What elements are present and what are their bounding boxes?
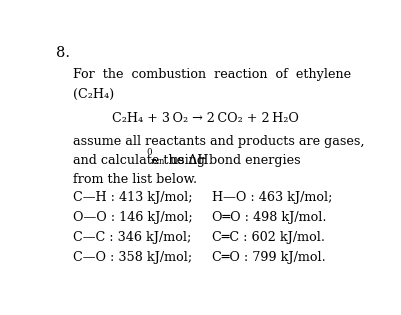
Text: rxn: rxn xyxy=(150,157,165,166)
Text: C—O : 358 kJ/mol;: C—O : 358 kJ/mol; xyxy=(73,251,192,264)
Text: and calculate the ΔH: and calculate the ΔH xyxy=(73,154,209,167)
Text: For  the  combustion  reaction  of  ethylene: For the combustion reaction of ethylene xyxy=(73,68,352,81)
Text: C═O : 799 kJ/mol.: C═O : 799 kJ/mol. xyxy=(212,251,326,264)
Text: O—O : 146 kJ/mol;: O—O : 146 kJ/mol; xyxy=(73,211,193,224)
Text: 8.: 8. xyxy=(56,46,70,60)
Text: C—C : 346 kJ/mol;: C—C : 346 kJ/mol; xyxy=(73,231,192,244)
Text: C═C : 602 kJ/mol.: C═C : 602 kJ/mol. xyxy=(212,231,325,244)
Text: using bond energies: using bond energies xyxy=(166,154,301,167)
Text: C—H : 413 kJ/mol;: C—H : 413 kJ/mol; xyxy=(73,191,193,203)
Text: C₂H₄ + 3 O₂ → 2 CO₂ + 2 H₂O: C₂H₄ + 3 O₂ → 2 CO₂ + 2 H₂O xyxy=(112,112,299,125)
Text: 0: 0 xyxy=(147,148,152,157)
Text: O═O : 498 kJ/mol.: O═O : 498 kJ/mol. xyxy=(212,211,326,224)
Text: from the list below.: from the list below. xyxy=(73,173,198,186)
Text: assume all reactants and products are gases,: assume all reactants and products are ga… xyxy=(73,135,365,148)
Text: H—O : 463 kJ/mol;: H—O : 463 kJ/mol; xyxy=(212,191,332,203)
Text: (C₂H₄): (C₂H₄) xyxy=(73,88,115,100)
